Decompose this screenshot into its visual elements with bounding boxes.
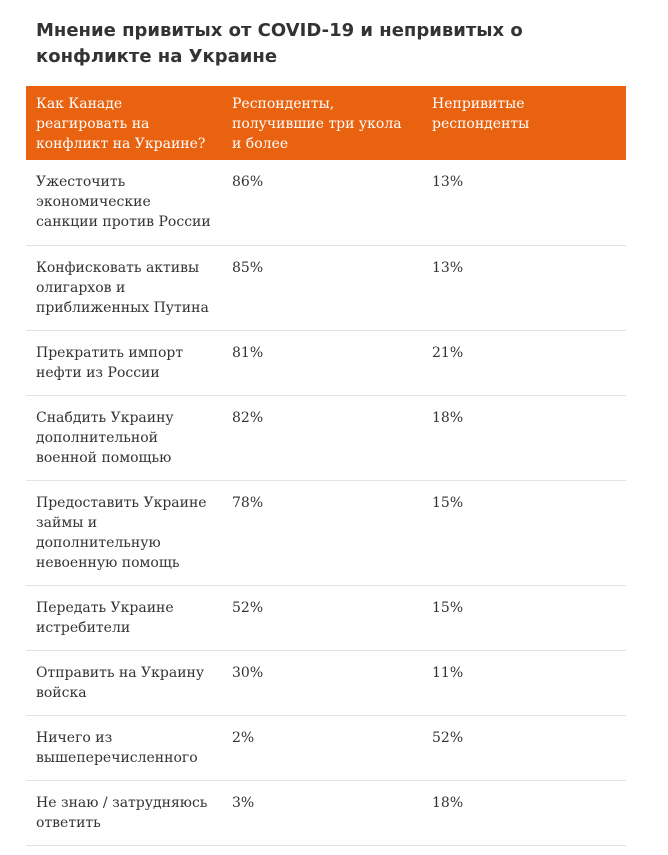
column-header-vaccinated: Респонденты, получившие три укола и боле… [222, 86, 422, 160]
unvaccinated-cell: 18% [422, 780, 626, 846]
unvaccinated-cell: 13% [422, 245, 626, 331]
unvaccinated-cell: 11% [422, 650, 626, 716]
vaccinated-cell: 30% [222, 650, 422, 716]
vaccinated-cell: 86% [222, 160, 422, 246]
vaccinated-cell: 2% [222, 715, 422, 781]
action-cell: Не знаю / затрудняюсь ответить [26, 780, 222, 846]
vaccinated-cell: 82% [222, 395, 422, 481]
action-cell: Ужесточить экономические санкции против … [26, 160, 222, 246]
table-row: Прекратить импорт нефти из России 81% 21… [26, 330, 626, 396]
table-row: Не знаю / затрудняюсь ответить 3% 18% [26, 780, 626, 846]
action-cell: Прекратить импорт нефти из России [26, 330, 222, 396]
action-cell: Снабдить Украину дополнительной военной … [26, 395, 222, 481]
table-row: Ничего из вышеперечисленного 2% 52% [26, 715, 626, 781]
column-header-unvaccinated: Непривитые респонденты [422, 86, 626, 160]
vaccinated-cell: 85% [222, 245, 422, 331]
action-cell: Конфисковать активы олигархов и приближе… [26, 245, 222, 331]
table-row: Отправить на Украину войска 30% 11% [26, 650, 626, 716]
survey-table: Как Канаде реагировать на конфликт на Ук… [26, 86, 626, 846]
unvaccinated-cell: 13% [422, 160, 626, 246]
column-header-action: Как Канаде реагировать на конфликт на Ук… [26, 86, 222, 160]
unvaccinated-cell: 18% [422, 395, 626, 481]
vaccinated-cell: 78% [222, 480, 422, 586]
unvaccinated-cell: 15% [422, 480, 626, 586]
vaccinated-cell: 52% [222, 585, 422, 651]
table-row: Снабдить Украину дополнительной военной … [26, 395, 626, 481]
table-row: Предоставить Украине займы и дополнитель… [26, 480, 626, 586]
action-cell: Передать Украине истребители [26, 585, 222, 651]
table-header-row: Как Канаде реагировать на конфликт на Ук… [26, 86, 626, 160]
vaccinated-cell: 81% [222, 330, 422, 396]
table-row: Передать Украине истребители 52% 15% [26, 585, 626, 651]
vaccinated-cell: 3% [222, 780, 422, 846]
action-cell: Предоставить Украине займы и дополнитель… [26, 480, 222, 586]
table-row: Ужесточить экономические санкции против … [26, 160, 626, 246]
action-cell: Ничего из вышеперечисленного [26, 715, 222, 781]
page-title: Мнение привитых от COVID-19 и непривитых… [36, 20, 523, 67]
unvaccinated-cell: 15% [422, 585, 626, 651]
unvaccinated-cell: 21% [422, 330, 626, 396]
action-cell: Отправить на Украину войска [26, 650, 222, 716]
table-row: Конфисковать активы олигархов и приближе… [26, 245, 626, 331]
unvaccinated-cell: 52% [422, 715, 626, 781]
